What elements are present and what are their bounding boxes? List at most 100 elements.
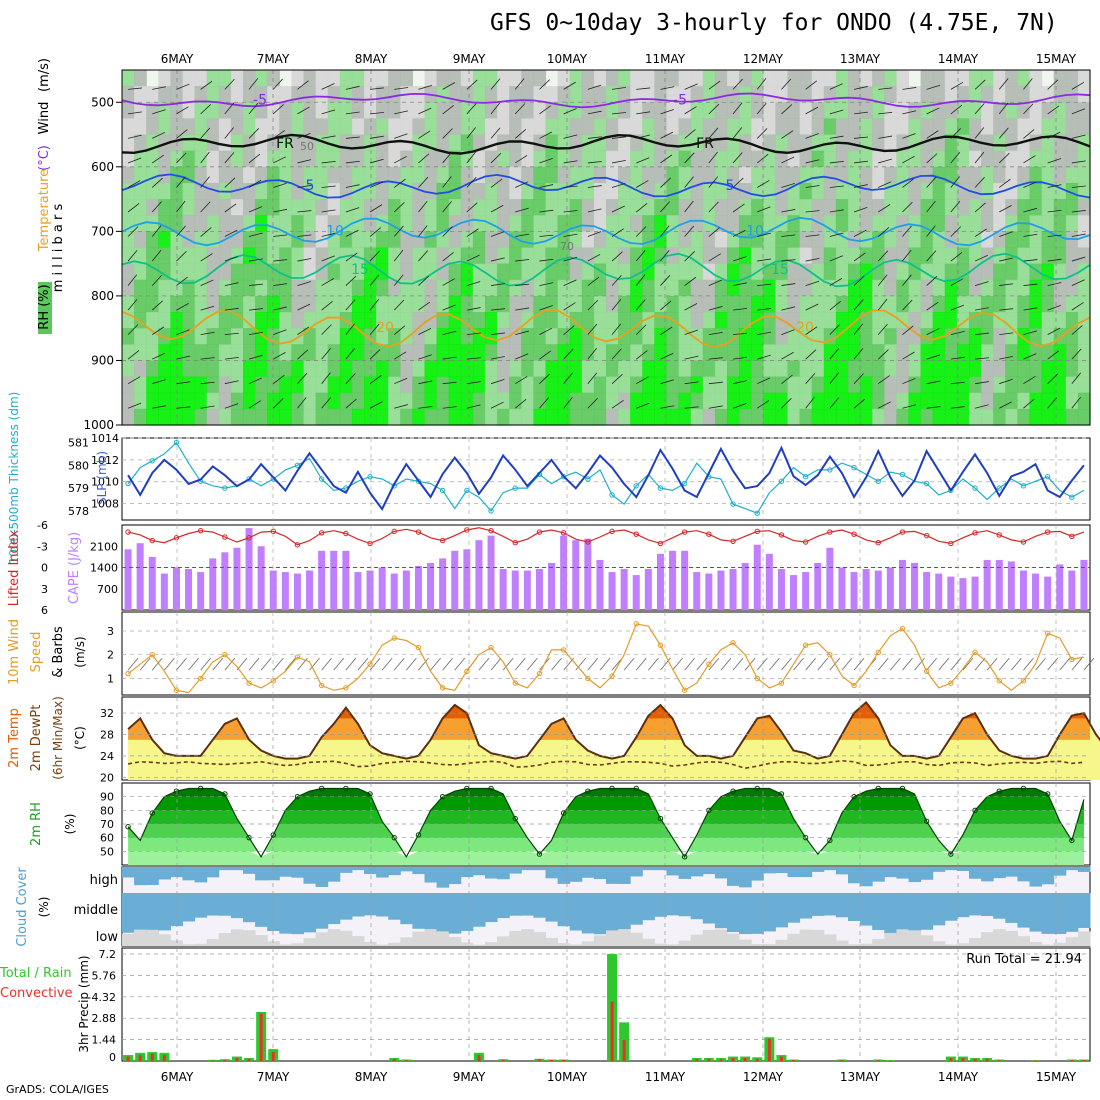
rh-cell	[896, 392, 910, 410]
rh-cell	[279, 182, 292, 200]
wind-barb	[490, 152, 502, 164]
rh-cell	[981, 86, 994, 103]
thickness-tick-label: 580	[68, 459, 89, 472]
rh-cell	[569, 376, 583, 394]
cloud-low-bar	[436, 931, 450, 946]
wind-barb	[611, 323, 622, 335]
rh-cell	[848, 118, 861, 136]
rh-cell	[364, 408, 377, 426]
wind-barb	[708, 405, 723, 409]
cloud-low-bar	[606, 930, 619, 946]
rh-cell	[1005, 392, 1018, 410]
wind-barb	[1023, 259, 1038, 262]
rh-cell	[146, 408, 159, 426]
wind-barb	[611, 182, 626, 188]
wind10m-series	[127, 623, 1085, 694]
rh-cell	[1041, 199, 1055, 216]
rh-cell	[993, 199, 1006, 216]
wind-barb	[902, 133, 916, 139]
rh-cell	[569, 360, 583, 378]
wind-barb	[224, 152, 235, 164]
wind-barb	[587, 372, 598, 384]
cloud-middle-bar	[896, 893, 909, 935]
rh-cell	[593, 263, 607, 281]
rh-cell	[981, 344, 994, 362]
rh-cell	[1077, 376, 1091, 394]
rh-cell	[606, 182, 619, 200]
pressure-axis-label: m i l l i b a r s	[51, 204, 66, 293]
rh-cell	[1029, 247, 1043, 265]
wind10m-series-point	[488, 644, 494, 651]
precip-convective-bar	[755, 1058, 759, 1061]
rh-cell	[642, 118, 655, 136]
rh-cell	[835, 150, 849, 168]
wind-barb	[127, 274, 138, 286]
rh-cell	[799, 118, 813, 136]
rh-cell	[122, 182, 135, 200]
surface-wind-barb	[732, 657, 744, 671]
cape-bar	[148, 556, 156, 610]
rh-cell	[993, 344, 1006, 362]
day-label-top: 15MAY	[1036, 52, 1077, 66]
rh-cell	[727, 70, 740, 87]
rh-cell	[606, 70, 619, 87]
rh-cell	[654, 360, 668, 378]
side-label: Wind	[37, 102, 52, 135]
rh-cell	[364, 295, 377, 313]
wind-barb	[200, 331, 215, 336]
rh-cell	[908, 344, 922, 362]
wind-barb	[781, 306, 796, 311]
rh-cell	[230, 70, 244, 87]
rh-cell	[993, 360, 1006, 378]
rh-cell	[896, 86, 910, 103]
rh-cell	[666, 247, 680, 265]
rh-cell	[606, 295, 619, 313]
rh-cell	[218, 199, 232, 216]
cape-bar	[947, 576, 955, 610]
wind-barb	[490, 231, 505, 237]
rh-cell	[134, 360, 147, 378]
wind-barb	[273, 352, 286, 360]
cloud-low-bar	[690, 934, 704, 946]
rh-cell	[327, 392, 341, 410]
rh-cell	[218, 263, 232, 281]
rh-cell	[618, 118, 631, 136]
cloud-high-bar	[787, 867, 801, 877]
rh-cell	[412, 215, 426, 232]
rh-cell	[400, 118, 413, 136]
rh-cell	[581, 376, 595, 394]
precip-convective-bar	[695, 1059, 699, 1061]
surface-wind-barb	[684, 657, 695, 671]
rh-cell	[1029, 392, 1043, 410]
rh-cell	[956, 279, 970, 297]
rh-cell	[412, 312, 426, 329]
rh-cell	[1005, 295, 1018, 313]
rh-cell	[339, 215, 353, 232]
rh-cell	[376, 392, 389, 410]
wind-barb	[877, 274, 888, 286]
cloud-low-bar	[400, 937, 413, 946]
thickness-series-point	[149, 458, 155, 464]
rh-cell	[267, 360, 280, 378]
thickness-series-point	[1044, 474, 1051, 480]
rh-cell	[388, 360, 401, 378]
wind-barb	[684, 251, 696, 262]
rh-cell	[351, 295, 365, 313]
rh-cell	[376, 328, 389, 345]
rh-cell	[122, 295, 135, 313]
rh-cell	[654, 376, 668, 394]
rh-cell	[376, 150, 389, 168]
rh-cell	[920, 344, 934, 362]
wind-barb	[636, 202, 648, 213]
rh-cell	[799, 392, 813, 410]
rh-cell	[218, 134, 232, 152]
rh-cell	[1005, 231, 1018, 249]
rh-cell	[243, 231, 256, 249]
rh-cell	[303, 344, 317, 362]
rh-cell	[364, 150, 377, 168]
rh-cell	[932, 312, 946, 329]
cloud-high-bar	[497, 867, 510, 880]
rh-cell	[775, 150, 789, 168]
cloud-middle-bar	[533, 893, 546, 918]
rh-cell	[134, 70, 147, 87]
